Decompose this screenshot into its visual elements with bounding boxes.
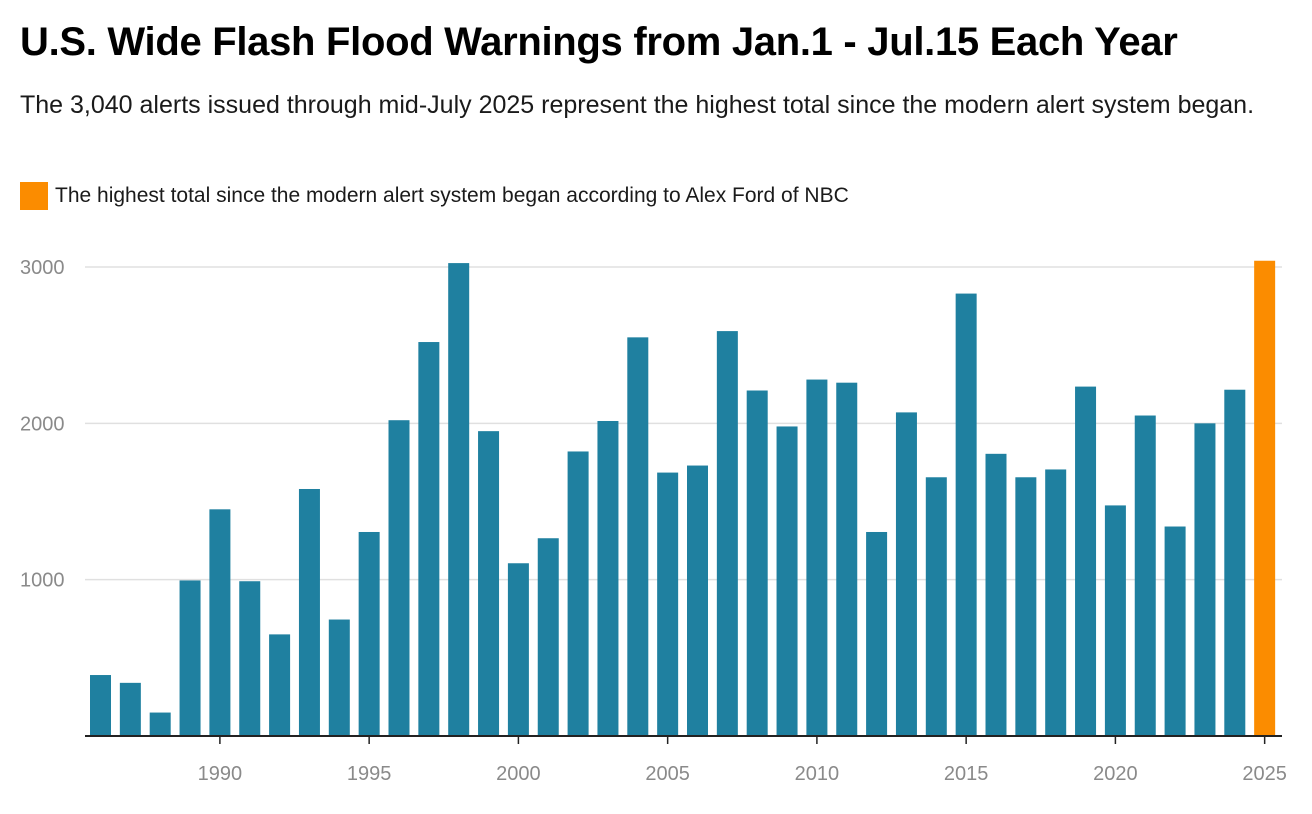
bar-2007 — [716, 331, 738, 736]
bar-2015 — [955, 293, 977, 736]
bar-2013 — [895, 412, 917, 736]
x-tick-label-2005: 2005 — [645, 763, 690, 785]
legend-swatch — [20, 182, 48, 210]
bar-2006 — [687, 465, 708, 736]
bar-2018 — [1045, 469, 1067, 736]
bar-2014 — [925, 477, 947, 736]
bar-1993 — [298, 488, 320, 736]
bar-1996 — [388, 420, 410, 736]
chart-subtitle: The 3,040 alerts issued through mid-July… — [20, 91, 1255, 119]
bar-2021 — [1134, 415, 1156, 736]
bar-2005 — [657, 472, 679, 736]
bar-2009 — [776, 426, 798, 736]
bar-2008 — [746, 390, 768, 736]
bar-2000 — [507, 563, 529, 736]
bar-1998 — [448, 263, 470, 736]
y-axis: 1000 2000 3000 — [20, 257, 65, 592]
bar-1991 — [239, 581, 261, 736]
bar-2004 — [627, 337, 649, 736]
bar-2012 — [866, 531, 888, 736]
bar-2011 — [836, 382, 858, 736]
bar-1987 — [119, 682, 141, 736]
bar-2010 — [806, 379, 828, 736]
legend-label: The highest total since the modern alert… — [55, 184, 849, 207]
bar-2002 — [567, 451, 589, 736]
bar-2020 — [1104, 505, 1126, 736]
bar-2024 — [1224, 389, 1246, 736]
bar-1997 — [418, 342, 440, 736]
x-tick-label-2010: 2010 — [795, 763, 840, 785]
bar-1999 — [478, 431, 500, 736]
bar-2001 — [537, 538, 559, 736]
bar-2022 — [1164, 526, 1186, 736]
bar-1995 — [358, 531, 380, 736]
legend: The highest total since the modern alert… — [20, 181, 849, 211]
x-tick-label-2020: 2020 — [1093, 763, 1138, 785]
x-tick-label-2025: 2025 — [1242, 763, 1287, 785]
bar-1989 — [179, 580, 201, 736]
bar-1986 — [90, 675, 111, 736]
bar-2016 — [985, 453, 1007, 736]
bar-1994 — [328, 619, 350, 736]
x-tick-label-2000: 2000 — [496, 763, 541, 785]
y-tick-label-2000: 2000 — [20, 413, 65, 435]
bars — [90, 260, 1276, 736]
chart-title: U.S. Wide Flash Flood Warnings from Jan.… — [20, 20, 1178, 64]
bar-2017 — [1015, 477, 1037, 736]
bar-2025 — [1254, 260, 1276, 736]
x-tick-label-1990: 1990 — [198, 763, 243, 785]
y-tick-label-1000: 1000 — [20, 570, 65, 592]
x-tick-label-2015: 2015 — [944, 763, 989, 785]
bar-2003 — [597, 420, 619, 736]
gridlines — [85, 266, 1282, 581]
bar-2023 — [1194, 423, 1216, 736]
bar-1988 — [149, 712, 171, 736]
bar-2019 — [1075, 386, 1097, 736]
bar-1990 — [209, 509, 231, 736]
x-axis: 1990 1995 2000 2005 2010 2015 2020 2025 — [85, 735, 1287, 785]
x-tick-label-1995: 1995 — [347, 763, 392, 785]
y-tick-label-3000: 3000 — [20, 257, 65, 279]
bar-1992 — [269, 634, 291, 736]
